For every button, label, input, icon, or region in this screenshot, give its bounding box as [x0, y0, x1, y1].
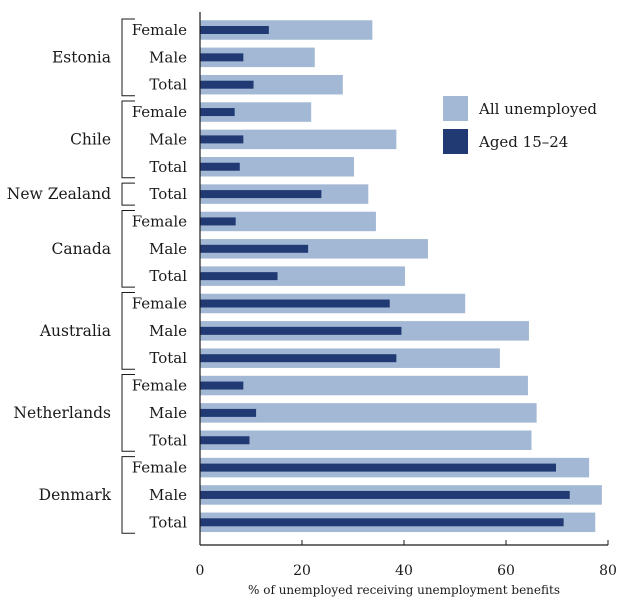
x-tick-label-0: 0	[196, 563, 205, 579]
row-label-canada-male: Male	[149, 240, 187, 258]
legend-label-aged-15-24: Aged 15–24	[478, 133, 568, 151]
row-label-chile-male: Male	[149, 130, 187, 148]
bar-youth-denmark-female	[200, 463, 556, 472]
bracket-new-zealand	[121, 182, 135, 206]
row-label-australia-female: Female	[132, 295, 187, 313]
country-label-estonia: Estonia	[52, 48, 111, 66]
bar-youth-australia-total	[200, 354, 397, 363]
x-tick-label-80: 80	[599, 563, 617, 579]
bar-all-netherlands-male	[200, 403, 537, 423]
row-label-netherlands-male: Male	[149, 404, 187, 422]
row-label-canada-total: Total	[149, 267, 187, 285]
bar-youth-denmark-total	[200, 518, 564, 527]
bar-youth-chile-male	[200, 135, 244, 144]
row-label-netherlands-total: Total	[149, 431, 187, 449]
country-label-denmark: Denmark	[39, 486, 112, 504]
country-label-netherlands: Netherlands	[13, 404, 111, 422]
bar-all-estonia-female	[200, 20, 373, 40]
bracket-netherlands	[121, 374, 135, 452]
bar-youth-canada-female	[200, 217, 236, 226]
bar-youth-estonia-female	[200, 26, 269, 34]
row-label-chile-total: Total	[149, 158, 187, 176]
country-label-chile: Chile	[70, 130, 111, 148]
legend-label-all-unemployed: All unemployed	[478, 100, 597, 118]
country-label-new-zealand: New Zealand	[7, 185, 111, 203]
category-labels: Female Male Total Estonia Female Male Total Chi…	[7, 21, 187, 531]
row-label-denmark-male: Male	[149, 486, 187, 504]
bracket-denmark	[121, 456, 135, 534]
legend-swatch-aged-15-24	[443, 129, 468, 154]
bar-all-canada-female	[200, 211, 376, 232]
bar-youth-australia-male	[200, 326, 402, 335]
bar-youth-chile-female	[200, 108, 235, 117]
row-label-canada-female: Female	[132, 212, 187, 230]
row-label-new-zealand-total: Total	[149, 185, 187, 203]
bar-youth-canada-total	[200, 272, 278, 281]
group-brackets	[121, 18, 135, 534]
bar-youth-denmark-male	[200, 490, 570, 499]
bracket-chile	[121, 100, 135, 179]
country-label-australia: Australia	[39, 322, 111, 340]
bracket-canada	[121, 209, 135, 288]
bracket-estonia	[121, 18, 135, 97]
x-tick-label-60: 60	[497, 563, 515, 579]
bracket-australia	[121, 292, 135, 370]
row-label-denmark-female: Female	[132, 459, 187, 477]
bar-youth-netherlands-total	[200, 436, 250, 445]
bar-all-chile-male	[200, 129, 397, 150]
row-label-chile-female: Female	[132, 103, 187, 121]
bar-youth-estonia-male	[200, 53, 244, 62]
row-label-denmark-total: Total	[149, 513, 187, 531]
bar-youth-chile-total	[200, 162, 240, 171]
legend: All unemployed Aged 15–24	[443, 96, 597, 154]
bar-youth-canada-male	[200, 244, 309, 253]
bar-youth-netherlands-male	[200, 408, 257, 417]
bar-all-chile-total	[200, 157, 355, 177]
bar-youth-estonia-total	[200, 80, 254, 89]
row-label-estonia-female: Female	[132, 21, 187, 39]
x-axis: 0 20 40 60 80	[196, 12, 617, 579]
x-tick-label-20: 20	[293, 563, 311, 579]
bar-all-chile-female	[200, 102, 312, 122]
bar-all-canada-male	[200, 239, 428, 259]
legend-swatch-all-unemployed	[443, 96, 468, 121]
row-label-australia-total: Total	[149, 349, 187, 367]
bar-youth-new-zealand-total	[200, 190, 322, 199]
bar-all-canada-total	[200, 266, 406, 286]
bars-layer	[200, 20, 602, 533]
bar-youth-australia-female	[200, 299, 390, 308]
country-label-canada: Canada	[52, 240, 112, 258]
row-label-netherlands-female: Female	[132, 377, 187, 395]
bar-youth-netherlands-female	[200, 381, 244, 390]
x-axis-title: % of unemployed receiving unemployment b…	[248, 583, 560, 597]
row-label-australia-male: Male	[149, 322, 187, 340]
bar-all-netherlands-female	[200, 375, 528, 396]
x-tick-label-40: 40	[395, 563, 413, 579]
bar-all-estonia-total	[200, 74, 343, 95]
bar-all-netherlands-total	[200, 430, 532, 450]
row-label-estonia-male: Male	[149, 48, 187, 66]
bar-all-estonia-male	[200, 47, 315, 68]
row-label-estonia-total: Total	[149, 76, 187, 94]
